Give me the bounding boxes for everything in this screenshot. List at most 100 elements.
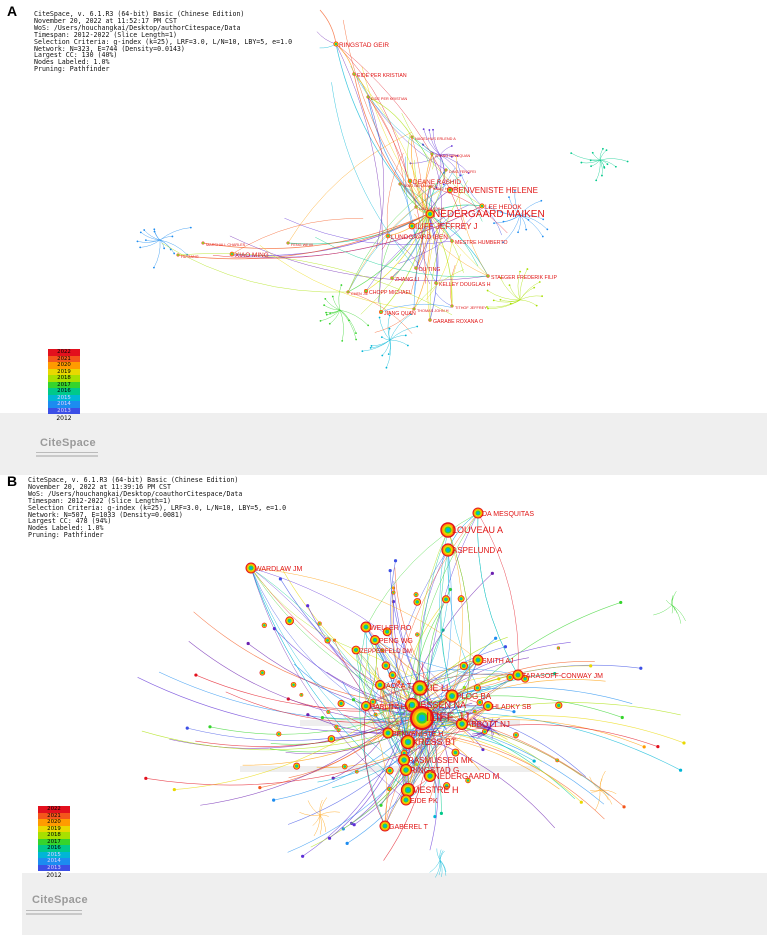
graph-edge: [386, 339, 391, 368]
graph-node: [445, 689, 459, 703]
graph-edge: [231, 218, 364, 255]
graph-node: [590, 165, 593, 168]
graph-node: [319, 319, 322, 322]
node-label: LIAO YUEHUA: [419, 207, 445, 211]
graph-node: [486, 289, 489, 292]
graph-edge: [177, 253, 453, 316]
graph-edge: [599, 148, 604, 161]
graph-edge: [387, 549, 449, 734]
node-label: TITHOF JEFFREY: [455, 306, 487, 310]
graph-edge: [371, 339, 391, 347]
graph-edge: [470, 727, 491, 738]
graph-edge: [365, 673, 519, 707]
graph-edge: [339, 309, 357, 334]
graph-edge: [250, 567, 407, 801]
legend-swatch: 2014: [48, 401, 80, 408]
graph-edge: [517, 214, 521, 233]
graph-node: [442, 183, 445, 186]
graph-node: [423, 769, 437, 783]
graph-edge: [503, 214, 521, 222]
graph-edge: [209, 708, 413, 735]
graph-edge: [447, 529, 471, 725]
graph-node: [208, 725, 212, 729]
graph-node: [388, 314, 391, 317]
meta-line: Timespan: 2012-2022 (Slice Length=1): [28, 496, 171, 505]
graph-node: [416, 325, 419, 328]
graph-edge: [456, 155, 489, 277]
node-label: XIAO MING: [235, 252, 269, 259]
graph-edge: [293, 663, 447, 738]
graph-edge: [379, 684, 463, 725]
graph-edge: [414, 213, 489, 277]
node-label: XIE LL: [424, 683, 451, 693]
graph-node: [352, 72, 356, 76]
graph-edge: [426, 512, 479, 777]
graph-node: [479, 203, 485, 209]
meta-line: WoS: /Users/houchangkai/Desktop/coauthor…: [28, 489, 243, 498]
graph-node: [450, 155, 453, 158]
node-label: PLOG BA: [456, 692, 492, 701]
graph-edge: [435, 292, 453, 307]
graph-node: [455, 717, 469, 731]
meta-line: CiteSpace, v. 6.1.R3 (64-bit) Basic (Chi…: [34, 10, 245, 18]
graph-edge: [486, 299, 521, 308]
graph-edge: [367, 96, 385, 249]
graph-edge: [671, 604, 682, 624]
graph-node: [488, 206, 491, 209]
legend-swatch: 2020: [48, 362, 80, 369]
graph-node: [352, 823, 356, 827]
graph-edge: [288, 698, 412, 712]
graph-node: [385, 766, 394, 775]
graph-edge: [405, 705, 489, 771]
graph-edge: [212, 205, 483, 259]
graph-node: [361, 701, 371, 711]
graph-node: [370, 635, 380, 645]
graph-edge: [501, 211, 521, 216]
node-label: NAGELHUS ERLEND A: [415, 137, 456, 141]
graph-edge: [439, 859, 447, 873]
graph-node: [367, 324, 370, 327]
graph-edge: [410, 154, 441, 164]
graph-edge: [250, 567, 357, 651]
graph-node: [341, 340, 344, 342]
graph-edge: [473, 717, 491, 729]
graph-node: [323, 304, 326, 307]
graph-edge: [350, 66, 433, 155]
graph-edge: [365, 626, 405, 761]
graph-edge: [364, 639, 376, 707]
graph-edge: [316, 31, 337, 45]
graph-node: [406, 344, 409, 347]
graph-edge: [519, 299, 537, 306]
graph-node: [472, 654, 484, 666]
graph-edge: [406, 133, 417, 208]
graph-edge: [387, 512, 479, 734]
graph-node: [306, 604, 310, 608]
graph-edge: [489, 717, 500, 729]
graph-edge: [338, 284, 342, 311]
graph-node: [533, 286, 536, 289]
node-label: ZEPPENFELD DM: [360, 648, 412, 655]
graph-edge: [174, 704, 394, 790]
node-label: WELLER RO: [370, 625, 412, 632]
node-label: BENVENISTE H: [392, 731, 443, 738]
graph-edge: [421, 657, 529, 711]
graph-edge: [274, 628, 431, 718]
graph-edge: [489, 727, 491, 731]
graph-node: [481, 728, 488, 735]
graph-node: [136, 240, 139, 243]
graph-node: [400, 734, 416, 750]
graph-edge: [158, 671, 437, 720]
meta-line: Network: N=323, E=744 (Density=0.0143): [34, 44, 185, 53]
graph-edge: [599, 789, 613, 805]
graph-edge: [519, 214, 527, 230]
graph-edge: [347, 190, 440, 293]
graph-edge: [331, 82, 417, 269]
graph-edge: [591, 789, 601, 793]
graph-node: [490, 571, 494, 575]
graph-edge: [439, 850, 445, 861]
graph-node: [259, 669, 266, 676]
graph-node: [502, 241, 505, 244]
graph-edge: [415, 211, 456, 269]
graph-node: [400, 782, 416, 798]
graph-edge: [405, 705, 489, 771]
